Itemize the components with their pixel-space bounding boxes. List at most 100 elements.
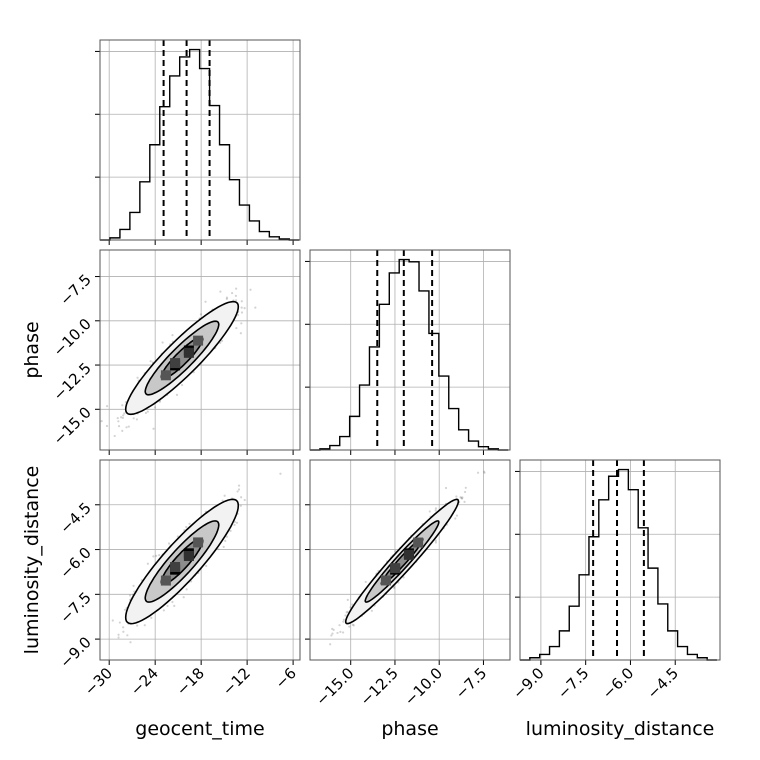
density-cell <box>160 575 171 586</box>
x-tick-label: −4.5 <box>644 664 682 702</box>
sample-point <box>254 306 257 309</box>
sample-point <box>459 496 462 499</box>
sample-point <box>249 288 252 291</box>
sample-point <box>121 404 124 407</box>
sample-point <box>116 416 119 420</box>
sample-point <box>342 618 345 621</box>
x-tick-label: −30 <box>81 664 116 699</box>
sample-point <box>117 636 120 639</box>
sample-point <box>105 424 109 428</box>
sample-point <box>136 624 139 627</box>
sample-point <box>188 522 191 525</box>
sample-point <box>235 521 239 524</box>
sample-point <box>461 496 464 499</box>
sample-point <box>243 307 246 310</box>
sample-point <box>345 611 348 614</box>
sample-point <box>240 300 243 303</box>
sample-point <box>464 486 467 489</box>
panel-border <box>99 249 301 451</box>
sample-point <box>229 529 232 533</box>
density-cell <box>170 358 181 369</box>
sample-point <box>122 630 125 633</box>
sample-point <box>185 588 188 591</box>
sample-point <box>240 311 244 314</box>
panel-border <box>309 249 511 451</box>
sample-point <box>158 554 161 557</box>
sample-point <box>402 576 405 579</box>
sample-point <box>235 287 238 290</box>
sample-point <box>454 517 457 520</box>
sample-point <box>234 294 238 297</box>
sample-point <box>205 564 208 568</box>
y-tick-label: −12.5 <box>50 359 95 404</box>
sample-point <box>121 416 124 420</box>
sample-point <box>332 628 335 631</box>
sample-point <box>222 545 225 548</box>
sample-point <box>364 580 367 584</box>
sample-point <box>482 470 486 473</box>
sample-point <box>370 609 373 612</box>
density-cell <box>183 347 194 358</box>
sample-point <box>434 539 437 542</box>
sample-point <box>460 496 463 500</box>
density-cell <box>160 370 171 381</box>
sample-point <box>136 376 139 379</box>
sample-point <box>240 322 243 325</box>
sample-point <box>111 619 114 622</box>
sample-point <box>133 590 136 593</box>
sample-point <box>118 621 121 624</box>
histogram-luminosity-distance: −9.0 −7.5 −6.0 −4.5 <box>509 459 721 703</box>
sample-point <box>351 623 354 626</box>
sample-point <box>126 634 129 637</box>
sample-point <box>338 624 341 627</box>
sample-point <box>155 554 158 557</box>
sample-point <box>162 609 165 612</box>
x-axis-labels: geocent_time phase luminosity_distance <box>135 718 714 740</box>
sample-point <box>393 586 396 590</box>
sample-point <box>146 410 149 413</box>
sample-point <box>127 425 130 428</box>
sample-point <box>339 630 342 633</box>
sample-point <box>224 539 227 542</box>
density <box>111 472 282 644</box>
sample-point <box>346 598 349 601</box>
sample-point <box>240 496 243 499</box>
scatter-phase-vs-luminosity-distance: −15.0 −12.5 −10.0 −7.5 <box>305 459 511 709</box>
panel-border <box>99 459 301 661</box>
sample-point <box>236 490 239 493</box>
sample-point <box>153 406 157 409</box>
x-tick-label: −9.0 <box>509 664 547 702</box>
sample-point <box>346 610 349 613</box>
sample-point <box>119 416 123 419</box>
sample-point <box>219 290 222 293</box>
sample-point <box>434 509 437 512</box>
sample-point <box>428 510 431 513</box>
density-cell <box>170 562 181 573</box>
x-tick-label: −7.5 <box>452 664 490 702</box>
sample-point <box>225 297 228 300</box>
sample-point <box>180 383 184 387</box>
x-tick-label: −24 <box>127 664 162 699</box>
scatter-geocent-time-vs-luminosity-distance: −30 −24 −18 −12 −6 −9.0 −7.5 −6.0 −4.5 <box>56 459 301 699</box>
x-tick-label: −6.0 <box>599 664 637 702</box>
sample-point <box>329 643 332 646</box>
sample-point <box>483 471 486 474</box>
sample-point <box>143 624 146 627</box>
sample-point <box>336 631 339 635</box>
scatter-geocent-time-vs-phase: −15.0−12.5−10.0 −7.5 <box>50 249 301 455</box>
y-tick-label: −4.5 <box>56 499 94 537</box>
sample-point <box>100 420 103 423</box>
sample-point <box>434 507 438 510</box>
y-tick-label: −15.0 <box>50 403 95 448</box>
histogram-step <box>100 48 300 241</box>
y-tick-label: −7.5 <box>56 271 94 309</box>
sample-point <box>342 620 345 623</box>
y-tick-label: −10.0 <box>50 315 95 360</box>
sample-point <box>352 624 355 627</box>
sample-point <box>351 603 354 606</box>
panels: −9.0 −7.5 −6.0 −4.5−15.0−12.5−10.0−7.5−30 −2… <box>50 39 721 709</box>
sample-point <box>455 495 458 498</box>
sample-point <box>113 434 116 438</box>
sample-point <box>129 641 132 644</box>
